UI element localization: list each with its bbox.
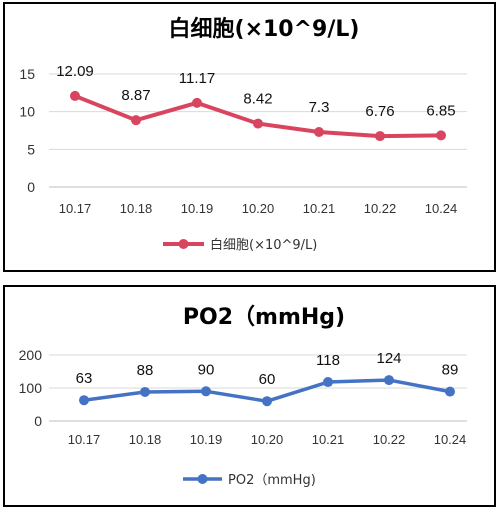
- chart-svg-po2: PO2（mmHg) 0 100 200 10.17 10.18 10.19 10.20 10.2…: [19, 305, 467, 488]
- y-tick-label-wbc-2: 10: [19, 104, 35, 120]
- y-tick-label-po2-1: 100: [19, 380, 43, 396]
- y-tick-label-wbc-1: 5: [27, 141, 35, 157]
- data-point-po2-2: [201, 386, 211, 397]
- x-tick-label-wbc-3: 10.20: [242, 201, 275, 216]
- data-point-po2-0: [79, 395, 89, 406]
- data-point-wbc-2: [192, 97, 202, 108]
- x-tick-label-po2-2: 10.19: [190, 432, 223, 447]
- data-point-po2-4: [323, 377, 333, 388]
- x-tick-label-wbc-1: 10.18: [120, 201, 153, 216]
- data-label-wbc-3: 8.42: [243, 91, 272, 108]
- x-tick-label-wbc-0: 10.17: [59, 201, 92, 216]
- data-label-po2-0: 63: [76, 370, 93, 387]
- data-label-wbc-1: 8.87: [121, 87, 150, 104]
- data-point-po2-5: [384, 375, 394, 386]
- y-tick-label-wbc-0: 0: [27, 179, 35, 195]
- data-label-wbc-4: 7.3: [309, 99, 330, 116]
- data-label-po2-4: 118: [316, 352, 340, 369]
- data-point-po2-6: [445, 386, 455, 397]
- x-tick-label-wbc-6: 10.24: [425, 201, 458, 216]
- data-point-wbc-4: [314, 127, 324, 138]
- legend-label-po2: PO2（mmHg): [228, 473, 316, 488]
- data-label-wbc-2: 11.17: [179, 70, 215, 87]
- chart-svg-wbc: 白细胞(×10^9/L) 0 5 10 15 10.17 10.18 10.19 10.20 10…: [19, 16, 467, 253]
- legend-label-wbc: 白细胞(×10^9/L): [210, 237, 317, 253]
- data-point-po2-1: [140, 386, 150, 397]
- x-tick-label-po2-3: 10.20: [251, 432, 284, 447]
- x-tick-label-po2-6: 10.24: [434, 432, 467, 447]
- x-tick-label-wbc-2: 10.19: [181, 201, 214, 216]
- chart-panel-po2: PO2（mmHg) 0 100 200 10.17 10.18 10.19 10.20 10.2…: [3, 285, 496, 507]
- chart-panel-wbc: 白细胞(×10^9/L) 0 5 10 15 10.17 10.18 10.19 10.20 10…: [3, 2, 496, 272]
- data-label-po2-3: 60: [259, 371, 276, 388]
- data-label-wbc-6: 6.85: [426, 102, 455, 119]
- data-point-wbc-6: [436, 130, 446, 141]
- data-label-wbc-5: 6.76: [365, 103, 394, 120]
- x-tick-label-wbc-5: 10.22: [364, 201, 397, 216]
- data-point-wbc-3: [253, 118, 263, 129]
- data-point-po2-3: [262, 396, 272, 407]
- data-label-po2-1: 88: [137, 362, 154, 379]
- data-label-wbc-0: 12.09: [56, 63, 94, 80]
- x-tick-label-po2-4: 10.21: [312, 432, 345, 447]
- data-point-wbc-5: [375, 131, 385, 142]
- y-tick-label-wbc-3: 15: [19, 66, 35, 82]
- legend-marker-wbc: [178, 239, 189, 249]
- data-label-po2-2: 90: [198, 361, 215, 378]
- x-tick-label-po2-1: 10.18: [129, 432, 162, 447]
- data-label-po2-6: 89: [442, 362, 459, 379]
- chart-title-wbc: 白细胞(×10^9/L): [169, 16, 360, 42]
- data-point-wbc-1: [131, 115, 141, 126]
- data-label-po2-5: 124: [376, 350, 401, 367]
- x-tick-label-po2-5: 10.22: [373, 432, 406, 447]
- chart-title-po2: PO2（mmHg): [183, 305, 345, 330]
- data-point-wbc-0: [70, 90, 80, 101]
- legend-marker-po2: [197, 474, 208, 484]
- x-tick-label-po2-0: 10.17: [68, 432, 101, 447]
- y-tick-label-po2-2: 200: [19, 347, 43, 363]
- x-tick-label-wbc-4: 10.21: [303, 201, 336, 216]
- y-tick-label-po2-0: 0: [34, 413, 42, 429]
